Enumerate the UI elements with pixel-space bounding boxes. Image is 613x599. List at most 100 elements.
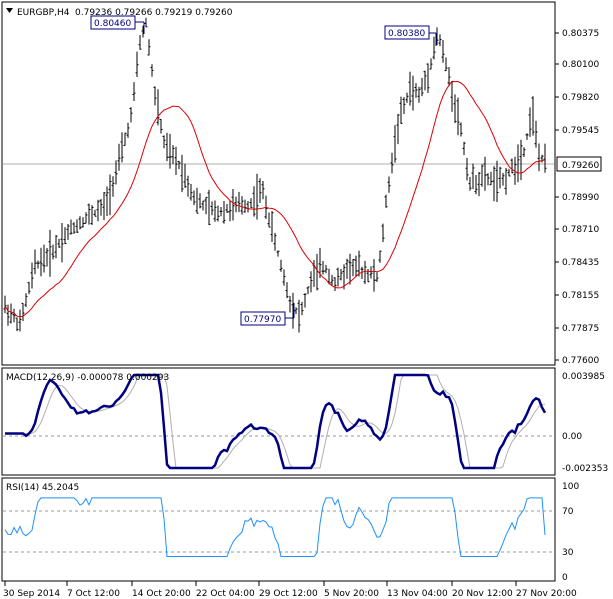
ohlc-bar [69,219,73,235]
ohlc-bar [420,77,424,97]
ohlc-bar [522,147,526,158]
price-tick: 0.78710 [562,225,599,235]
macd-tick: 0.00 [562,432,582,442]
ohlc-bar [108,174,112,216]
ohlc-bar [372,259,376,292]
ohlc-bar [438,34,442,46]
ohlc-bar [228,200,232,222]
ohlc-bar [84,212,88,224]
ohlc-bar [135,51,139,77]
ohlc-bar [408,71,412,106]
ohlc-bar [369,266,373,279]
rsi-label: RSI(14) 45.2045 [6,483,79,493]
ohlc-bar [120,132,124,163]
ohlc-bar [27,281,31,295]
ohlc-bar [276,250,280,257]
ohlc-bar [363,260,367,284]
ohlc-bar [429,58,433,70]
ohlc-bar [279,259,283,272]
ohlc-bars [3,17,547,333]
ohlc-bar [483,156,487,191]
ohlc-bar [396,114,400,145]
ohlc-bar [18,309,22,332]
ohlc-bar [345,258,349,279]
time-tick: 7 Oct 12:00 [67,589,120,599]
ohlc-bar [126,122,130,138]
price-tick: 0.78435 [562,258,599,268]
ohlc-bar [441,40,445,63]
rsi-tick: 0 [562,573,568,583]
ohlc-bar [498,166,502,189]
ohlc-bar [342,264,346,290]
ohlc-bar [330,274,334,286]
ohlc-bar [393,125,397,163]
ohlc-bar [384,194,388,208]
ohlc-bar [12,308,16,323]
macd-line [5,373,547,470]
ohlc-bar [171,145,175,165]
ohlc-bar [456,97,460,136]
ohlc-bar [357,250,361,277]
ohlc-bar [489,171,493,186]
ohlc-bar [306,286,310,295]
ohlc-bar [63,227,67,245]
ohlc-bar [189,184,193,201]
ohlc-bar [318,247,322,278]
ohlc-bar [462,141,466,156]
ohlc-bar [426,63,430,94]
ohlc-bar [447,66,451,87]
ohlc-bar [165,132,169,162]
ohlc-bar [333,277,337,291]
ohlc-bar [219,207,223,217]
dropdown-triangle-icon[interactable] [6,8,13,13]
ohlc-bar [39,247,43,277]
price-tick: 0.78155 [562,291,599,301]
ohlc-bar [492,166,496,202]
ohlc-label: 0.79236 0.79266 0.79219 0.79260 [75,8,233,18]
ohlc-bar [348,253,352,285]
time-tick: 30 Sep 2014 [3,589,60,599]
price-tick: 0.80100 [562,60,599,70]
time-tick: 20 Nov 12:00 [452,589,513,599]
ohlc-bar [195,187,199,214]
ohlc-bar [351,259,355,277]
ohlc-bar [168,133,172,169]
macd-label: MACD(12,26,9) -0.000078 0.000293 [6,373,169,383]
ohlc-bar [390,152,394,174]
ohlc-bar [177,160,181,170]
ohlc-bar [9,303,13,324]
ohlc-bar [267,212,271,228]
ohlc-bar [300,301,304,316]
ohlc-bar [405,92,409,103]
ohlc-bar [336,267,340,287]
ohlc-bar [375,272,379,282]
ohlc-bar [231,189,235,221]
ohlc-bar [258,178,262,203]
ohlc-bar [261,181,265,200]
ohlc-bar [513,156,517,185]
price-tick: 0.79820 [562,93,599,103]
ohlc-bar [294,307,298,315]
svg-text:0.77970: 0.77970 [244,315,281,325]
rsi-y-axis: 100 70 30 0 [562,482,579,583]
price-tick: 0.77875 [562,324,599,334]
ohlc-bar [138,34,142,50]
ohlc-bar [309,271,313,293]
price-panel [1,1,556,366]
ohlc-bar [486,173,490,186]
ohlc-bar [6,304,10,326]
ohlc-bar [150,64,154,77]
ohlc-bar [249,198,253,209]
ohlc-bar [501,172,505,186]
ohlc-bar [156,89,160,126]
ohlc-bar [33,249,37,275]
ohlc-bar [201,200,205,211]
price-tick: 0.79545 [562,126,599,136]
current-price-label: 0.79260 [556,156,602,172]
time-tick: 29 Oct 12:00 [259,589,318,599]
ohlc-bar [528,107,532,137]
ohlc-bar [183,163,187,188]
ohlc-bar [282,269,286,286]
ohlc-bar [285,282,289,299]
